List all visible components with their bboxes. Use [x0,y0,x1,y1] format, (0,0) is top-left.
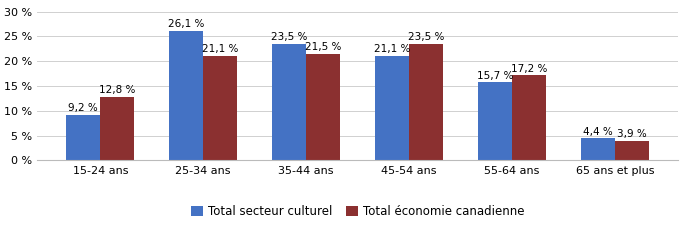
Text: 12,8 %: 12,8 % [99,85,136,95]
Bar [478,82,512,160]
Text: 17,2 %: 17,2 % [511,63,547,74]
Text: 26,1 %: 26,1 % [168,20,205,29]
Bar [100,97,134,160]
Text: 15,7 %: 15,7 % [477,71,513,81]
Text: 21,5 %: 21,5 % [305,42,341,52]
Text: 21,1 %: 21,1 % [374,44,410,54]
Text: 21,1 %: 21,1 % [202,44,239,54]
Legend: Total secteur culturel, Total économie canadienne: Total secteur culturel, Total économie c… [186,201,529,223]
Bar [614,141,649,160]
Bar [306,54,340,160]
Bar [581,139,614,160]
Bar [512,75,546,160]
Bar [272,44,306,160]
Text: 4,4 %: 4,4 % [583,127,612,137]
Bar [375,56,409,160]
Bar [409,44,443,160]
Text: 23,5 %: 23,5 % [271,32,308,42]
Text: 9,2 %: 9,2 % [68,103,98,113]
Text: 23,5 %: 23,5 % [408,32,444,42]
Text: 3,9 %: 3,9 % [617,129,647,140]
Bar [169,31,203,160]
Bar [203,56,237,160]
Bar [66,115,100,160]
